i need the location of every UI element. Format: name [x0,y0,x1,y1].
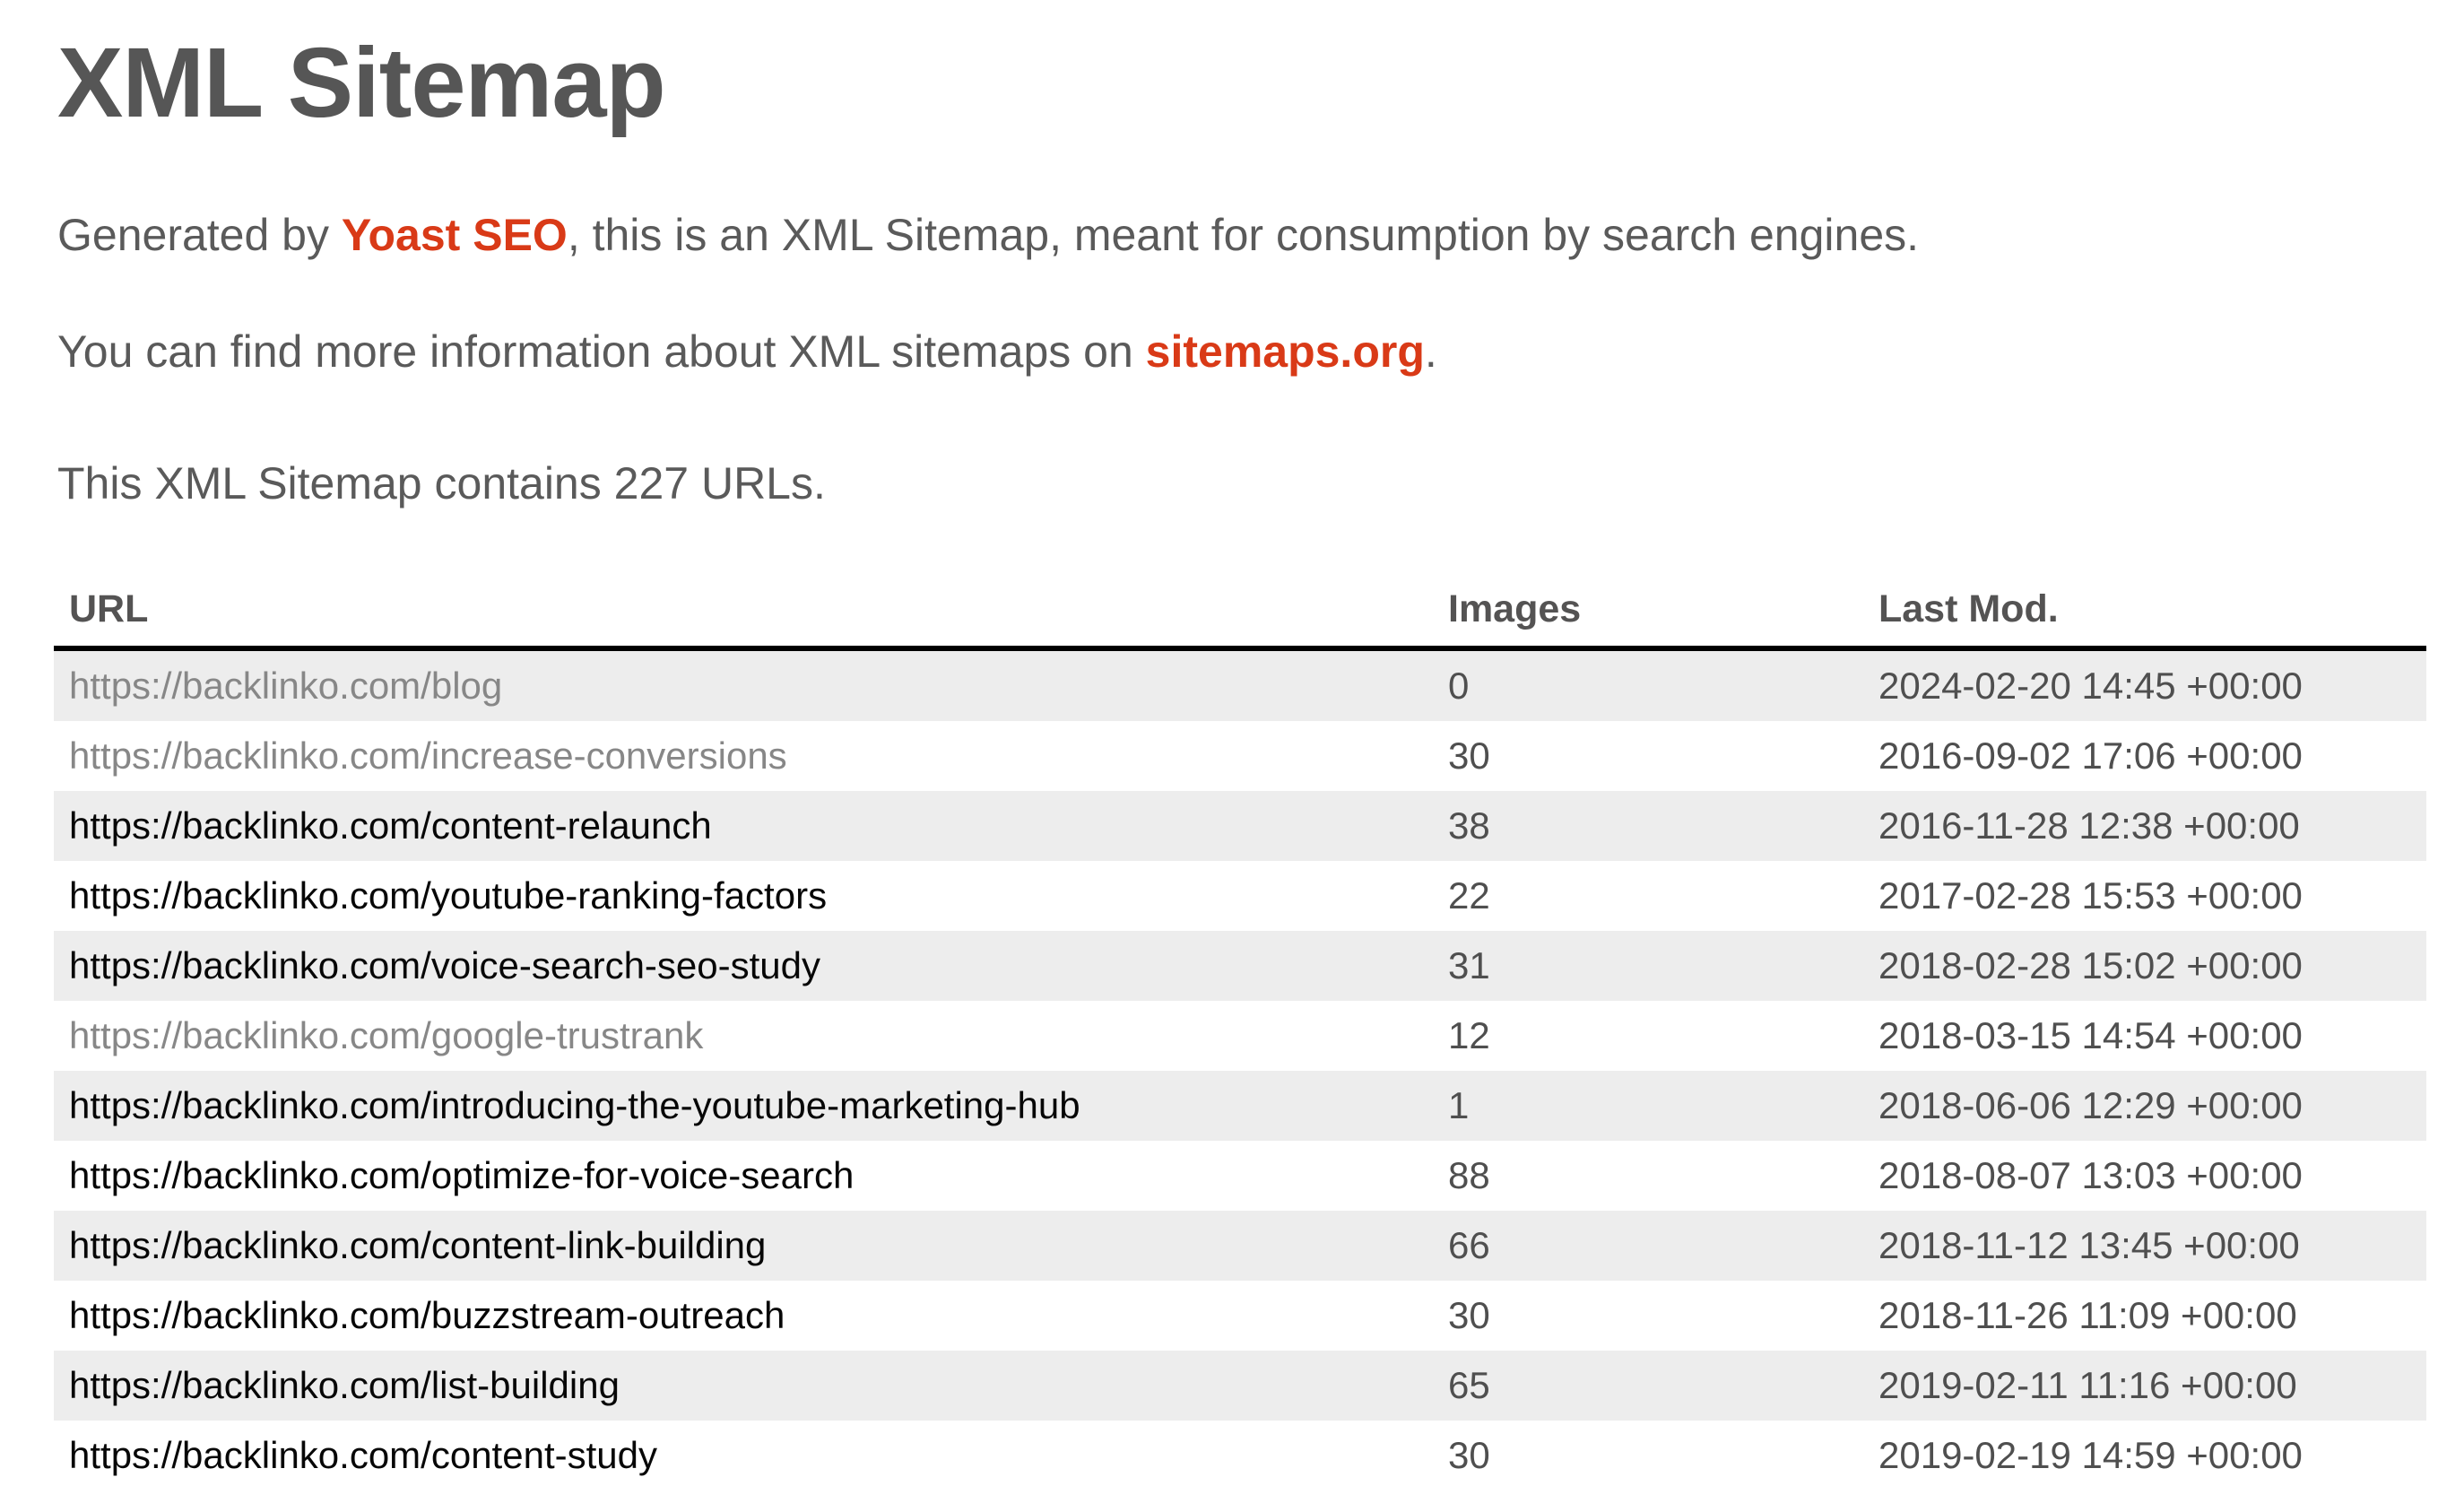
url-link[interactable]: https://backlinko.com/optimize-for-voice… [69,1154,855,1197]
url-cell: https://backlinko.com/youtube-ranking-fa… [54,861,1433,931]
column-header-url: URL [54,587,1433,652]
url-link[interactable]: https://backlinko.com/list-building [69,1364,620,1407]
url-cell: https://backlinko.com/blog [54,648,1433,721]
images-cell: 1 [1448,1084,1470,1127]
lastmod-cell: 2018-06-06 12:29 +00:00 [1878,1084,2303,1127]
column-header-lastmod: Last Mod. [1863,587,2426,652]
url-link[interactable]: https://backlinko.com/content-link-build… [69,1224,767,1267]
url-cell: https://backlinko.com/buzzstream-outreac… [54,1281,1433,1351]
lastmod-cell: 2016-11-28 12:38 +00:00 [1878,804,2300,847]
table-row: https://backlinko.com/voice-search-seo-s… [54,931,2426,1002]
images-cell: 22 [1448,874,1490,917]
table-row: https://backlinko.com/content-relaunch 3… [54,791,2426,862]
images-cell: 30 [1448,1434,1490,1477]
table-header: URL Images Last Mod. [54,587,2426,652]
images-cell: 38 [1448,804,1490,847]
intro-text: Generated by [57,209,342,260]
sitemaps-org-link[interactable]: sitemaps.org [1145,326,1425,377]
table-row: https://backlinko.com/blog 0 2024-02-20 … [54,648,2426,722]
intro-text: This XML Sitemap contains [57,457,614,508]
url-count: 227 [613,457,690,508]
lastmod-cell: 2019-02-19 14:59 +00:00 [1878,1434,2303,1477]
table-row: https://backlinko.com/content-study 30 2… [54,1421,2426,1490]
table-row: https://backlinko.com/youtube-ranking-fa… [54,861,2426,931]
sitemap-table: URL Images Last Mod. https://backlinko.c… [54,587,2426,1490]
url-link[interactable]: https://backlinko.com/content-relaunch [69,804,712,847]
url-cell: https://backlinko.com/list-building [54,1351,1433,1421]
lastmod-cell: 2024-02-20 14:45 +00:00 [1878,665,2303,708]
lastmod-cell: 2018-08-07 13:03 +00:00 [1878,1154,2303,1197]
images-cell: 65 [1448,1364,1490,1407]
lastmod-cell: 2018-03-15 14:54 +00:00 [1878,1014,2303,1057]
url-link[interactable]: https://backlinko.com/content-study [69,1434,657,1477]
images-cell: 30 [1448,1294,1490,1337]
url-link[interactable]: https://backlinko.com/introducing-the-yo… [69,1084,1080,1127]
intro-text: . [1424,326,1437,377]
url-count-line: This XML Sitemap contains 227 URLs. [57,456,2426,512]
url-link[interactable]: https://backlinko.com/youtube-ranking-fa… [69,874,828,917]
page-title: XML Sitemap [57,28,666,138]
lastmod-cell: 2018-11-26 11:09 +00:00 [1878,1294,2297,1337]
table-row: https://backlinko.com/list-building 65 2… [54,1351,2426,1421]
lastmod-cell: 2017-02-28 15:53 +00:00 [1878,874,2303,917]
yoast-seo-link[interactable]: Yoast SEO [341,209,568,260]
table-row: https://backlinko.com/increase-conversio… [54,721,2426,791]
table-row: https://backlinko.com/introducing-the-yo… [54,1071,2426,1142]
url-cell: https://backlinko.com/introducing-the-yo… [54,1071,1433,1141]
lastmod-cell: 2019-02-11 11:16 +00:00 [1878,1364,2297,1407]
intro-paragraph-more-info: You can find more information about XML … [57,324,2426,380]
images-cell: 12 [1448,1014,1490,1057]
url-cell: https://backlinko.com/optimize-for-voice… [54,1141,1433,1211]
images-cell: 88 [1448,1154,1490,1197]
url-cell: https://backlinko.com/voice-search-seo-s… [54,931,1433,1001]
url-link[interactable]: https://backlinko.com/voice-search-seo-s… [69,944,821,987]
images-cell: 31 [1448,944,1490,987]
lastmod-cell: 2018-02-28 15:02 +00:00 [1878,944,2303,987]
url-cell: https://backlinko.com/increase-conversio… [54,721,1433,791]
table-row: https://backlinko.com/optimize-for-voice… [54,1141,2426,1211]
lastmod-cell: 2016-09-02 17:06 +00:00 [1878,734,2303,778]
url-cell: https://backlinko.com/google-trustrank [54,1001,1433,1071]
intro-text: You can find more information about XML … [57,326,1146,377]
table-row: https://backlinko.com/google-trustrank 1… [54,1001,2426,1071]
table-row: https://backlinko.com/buzzstream-outreac… [54,1281,2426,1351]
url-cell: https://backlinko.com/content-study [54,1421,1433,1490]
url-link[interactable]: https://backlinko.com/blog [69,665,503,708]
sitemap-page: XML Sitemap Generated by Yoast SEO, this… [0,27,2464,1490]
url-link[interactable]: https://backlinko.com/increase-conversio… [69,734,787,778]
url-cell: https://backlinko.com/content-link-build… [54,1211,1433,1281]
intro-text: , this is an XML Sitemap, meant for cons… [567,209,1920,260]
intro-text: URLs. [689,457,826,508]
lastmod-cell: 2018-11-12 13:45 +00:00 [1878,1224,2300,1267]
images-cell: 66 [1448,1224,1490,1267]
url-link[interactable]: https://backlinko.com/buzzstream-outreac… [69,1294,785,1337]
intro-paragraph-generated-by: Generated by Yoast SEO, this is an XML S… [57,207,2426,264]
column-header-images: Images [1433,587,1863,652]
table-row: https://backlinko.com/content-link-build… [54,1211,2426,1282]
images-cell: 0 [1448,665,1470,708]
url-link[interactable]: https://backlinko.com/google-trustrank [69,1014,704,1057]
url-cell: https://backlinko.com/content-relaunch [54,791,1433,861]
images-cell: 30 [1448,734,1490,778]
table-body: https://backlinko.com/blog 0 2024-02-20 … [54,648,2426,1490]
